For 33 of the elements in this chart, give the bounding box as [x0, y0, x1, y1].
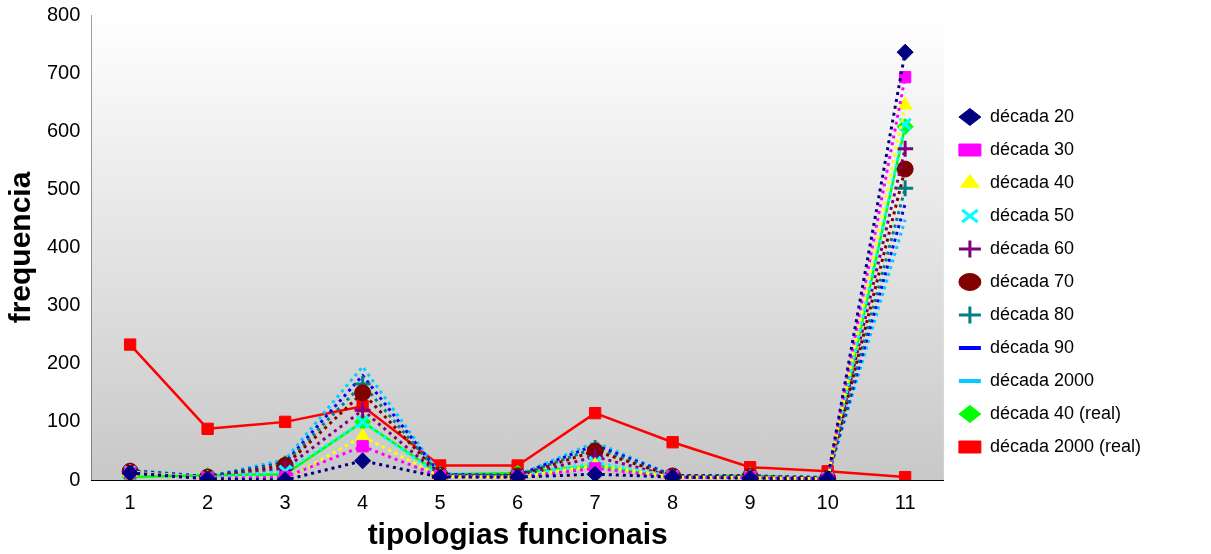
- x-tick-label: 1: [124, 490, 136, 513]
- y-tick-label: 100: [46, 409, 81, 432]
- legend-label: década 40: [989, 171, 1074, 192]
- y-tick-label: 700: [46, 60, 81, 83]
- x-tick-label: 6: [512, 490, 524, 513]
- legend-label: década 30: [989, 138, 1074, 159]
- y-axis-title: frequencia: [3, 171, 37, 324]
- x-tick-label: 4: [357, 490, 369, 513]
- y-tick-label: 800: [46, 2, 81, 25]
- y-tick-label: 600: [46, 118, 81, 141]
- legend-label: década 90: [989, 336, 1074, 357]
- legend-label: década 60: [989, 237, 1074, 258]
- x-tick-label: 10: [816, 490, 839, 513]
- legend-label: década 40 (real): [989, 402, 1121, 423]
- y-tick-label: 300: [46, 293, 81, 316]
- x-tick-label: 3: [279, 490, 291, 513]
- x-tick-label: 5: [434, 490, 446, 513]
- legend-label: década 70: [989, 270, 1074, 291]
- x-tick-label: 2: [202, 490, 214, 513]
- legend-label: década 80: [989, 303, 1074, 324]
- x-axis-title: tipologias funcionais: [367, 517, 668, 551]
- x-tick-label: 9: [744, 490, 756, 513]
- x-tick-label: 11: [894, 490, 916, 513]
- legend-label: década 2000 (real): [989, 435, 1142, 456]
- x-tick-label: 8: [667, 490, 679, 513]
- legend-label: década 20: [989, 105, 1074, 126]
- y-tick-label: 200: [46, 351, 81, 374]
- y-tick-label: 500: [46, 176, 81, 199]
- x-tick-label: 7: [589, 490, 601, 513]
- y-tick-label: 400: [46, 235, 81, 258]
- legend-label: década 50: [989, 204, 1074, 225]
- y-tick-label: 0: [69, 467, 81, 490]
- legend-label: década 2000: [989, 369, 1095, 390]
